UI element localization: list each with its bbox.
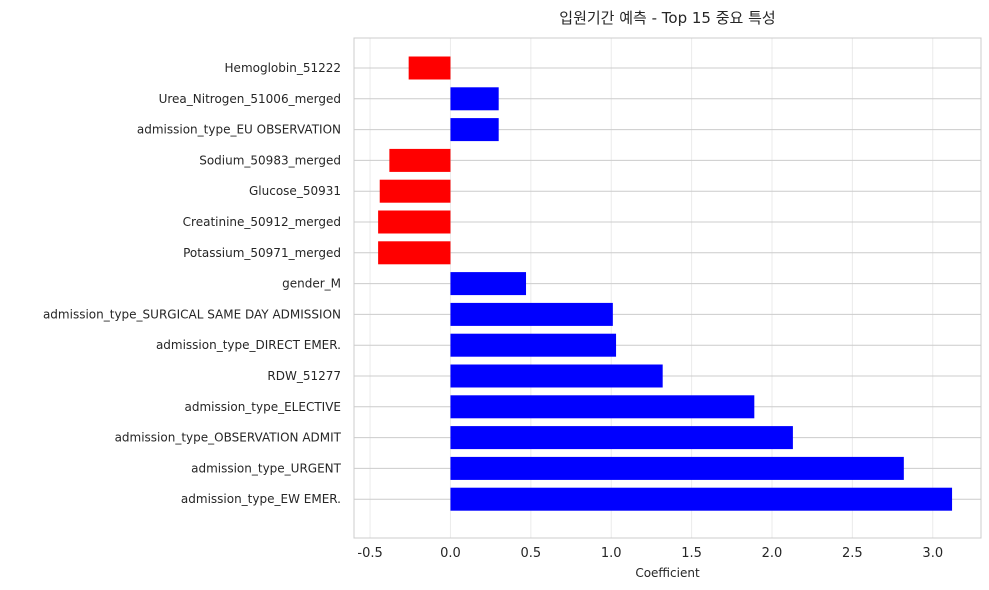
bar-3 [389, 148, 451, 172]
x-tick-labels: -0.5 0.0 0.5 1.0 1.5 2.0 2.5 3.0 [357, 546, 943, 561]
y-tick-label-9: admission_type_DIRECT EMER. [156, 338, 341, 352]
bar-8 [450, 302, 613, 326]
y-tick-label-0: Hemoglobin_51222 [225, 61, 341, 75]
bar-0 [408, 56, 451, 80]
x-tick-label-0: -0.5 [357, 546, 382, 561]
bar-1 [450, 87, 499, 111]
bar-2 [450, 118, 499, 142]
y-tick-labels: Hemoglobin_51222 Urea_Nitrogen_51006_merg… [43, 61, 342, 506]
x-tick-label-2: 0.5 [521, 546, 542, 561]
y-tick-label-7: gender_M [282, 277, 341, 291]
x-tick-label-3: 1.0 [601, 546, 622, 561]
bar-10 [450, 364, 663, 388]
bar-4 [379, 179, 451, 203]
bar-14 [450, 487, 953, 511]
x-tick-label-6: 2.5 [842, 546, 863, 561]
y-tick-label-5: Creatinine_50912_merged [183, 215, 341, 229]
y-tick-label-8: admission_type_SURGICAL SAME DAY ADMISSI… [43, 307, 341, 321]
y-tick-label-13: admission_type_URGENT [191, 461, 342, 475]
bar-6 [378, 241, 451, 265]
y-tick-label-6: Potassium_50971_merged [183, 246, 341, 260]
y-tick-label-1: Urea_Nitrogen_51006_merged [159, 92, 341, 106]
bar-9 [450, 333, 617, 357]
bar-7 [450, 272, 527, 296]
y-tick-label-3: Sodium_50983_merged [199, 153, 341, 167]
x-tick-label-4: 1.5 [681, 546, 702, 561]
y-tick-label-11: admission_type_ELECTIVE [185, 400, 341, 414]
bar-12 [450, 426, 793, 450]
chart-title: 입원기간 예측 - Top 15 중요 특성 [559, 9, 775, 27]
plot-area-frame [353, 37, 982, 539]
x-axis-label: Coefficient [635, 566, 700, 580]
bar-11 [450, 395, 755, 419]
y-tick-label-2: admission_type_EU OBSERVATION [137, 123, 341, 137]
y-tick-label-4: Glucose_50931 [249, 184, 341, 198]
y-tick-label-12: admission_type_OBSERVATION ADMIT [115, 431, 342, 445]
bar-13 [450, 456, 904, 480]
x-tick-label-7: 3.0 [922, 546, 943, 561]
bar-5 [378, 210, 451, 234]
bars-layer [378, 56, 953, 511]
y-tick-label-14: admission_type_EW EMER. [181, 492, 341, 506]
y-tick-label-10: RDW_51277 [267, 369, 341, 383]
x-tick-label-1: 0.0 [440, 546, 461, 561]
x-tick-label-5: 2.0 [762, 546, 783, 561]
